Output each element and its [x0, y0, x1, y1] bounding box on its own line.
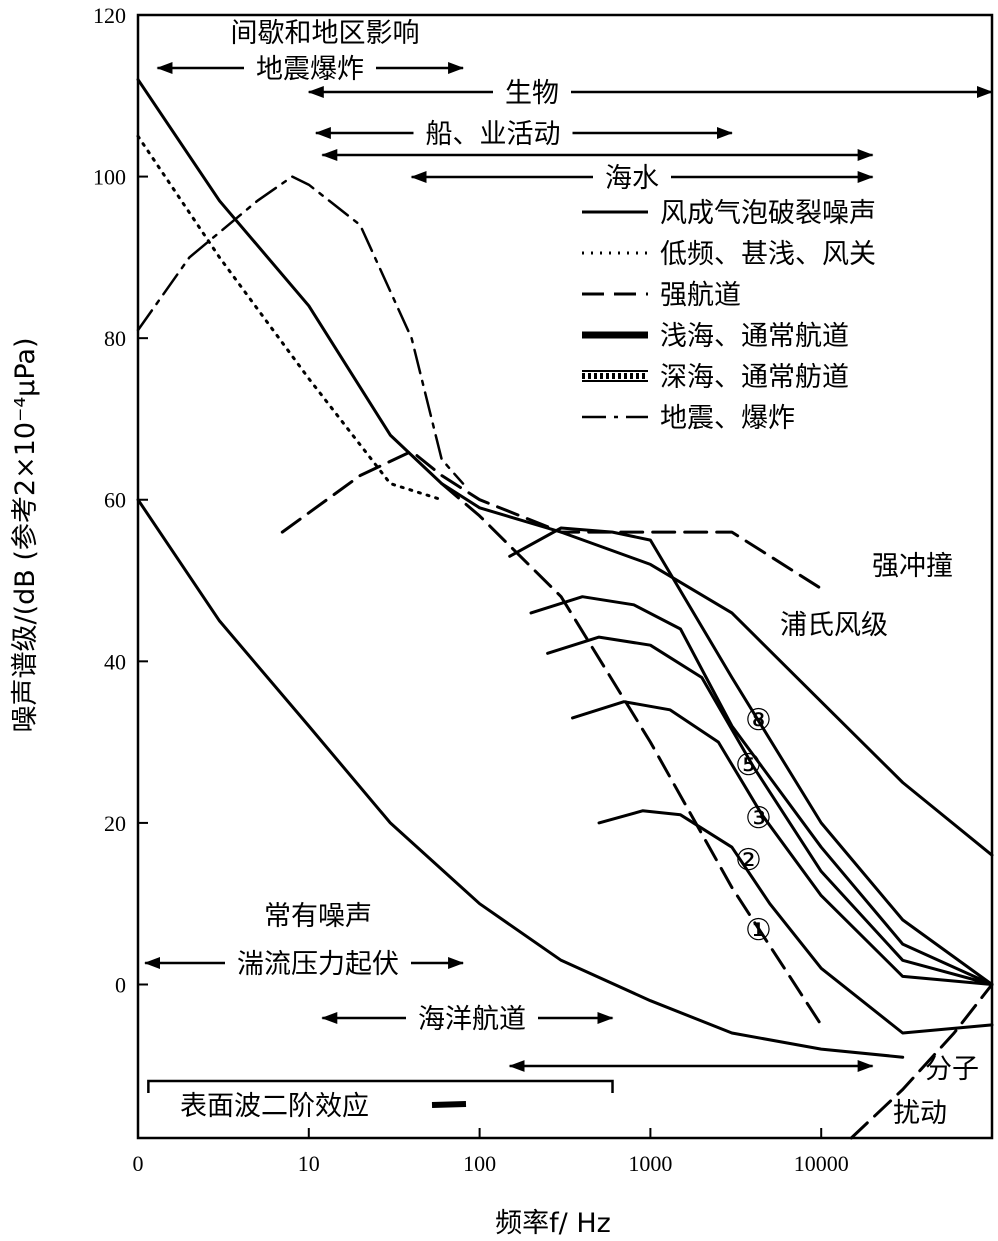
x-tick-label: 10000	[794, 1151, 849, 1176]
annotation: 扰动	[893, 1098, 947, 1129]
legend-entry: 低频、甚浅、风关	[660, 239, 876, 270]
legend-entry: 地震、爆炸	[660, 403, 795, 434]
annotation: ⑧	[745, 703, 772, 738]
plot-frame	[136, 13, 994, 1140]
y-tick-label: 40	[104, 649, 126, 674]
y-tick-label: 60	[104, 488, 126, 513]
range-label: 船、业活动	[426, 119, 561, 150]
x-tick-label: 10	[298, 1151, 320, 1176]
annotation: 浦氏风级	[780, 610, 888, 641]
annotation: 强冲撞	[872, 551, 953, 582]
y-tick-label: 0	[115, 972, 126, 997]
series-line-6	[546, 635, 994, 986]
axis-labels: 频率f/ Hz 噪声谱级/(dB (参考2×10⁻⁴μPa)	[10, 338, 611, 1239]
series-line-10	[136, 134, 444, 502]
series-line-8	[597, 809, 994, 1035]
legend-entry: 深海、通常舫道	[660, 362, 849, 393]
legend-entry: 强航道	[660, 280, 741, 311]
x-tick-label: 100	[463, 1151, 496, 1176]
y-tick-label: 20	[104, 811, 126, 836]
range-label: 海水	[605, 163, 659, 194]
annotation: ①	[745, 913, 772, 948]
legend-entry: 浅海、通常航道	[660, 321, 849, 352]
series-line-11	[440, 482, 823, 1027]
series-line-4	[508, 526, 994, 986]
x-axis-label: 频率f/ Hz	[495, 1208, 611, 1239]
x-tick-label: 1000	[628, 1151, 672, 1176]
y-tick-label: 120	[93, 3, 126, 28]
range-label: 海洋航道	[418, 1004, 526, 1035]
annotation: 分子	[925, 1054, 979, 1085]
series-line-7	[571, 700, 994, 986]
y-axis-label: 噪声谱级/(dB (参考2×10⁻⁴μPa)	[10, 338, 41, 733]
range-label: 生物	[505, 78, 559, 109]
series-group	[136, 78, 994, 1140]
annotation: ③	[745, 801, 772, 836]
x-tick-label: 0	[133, 1151, 144, 1176]
series-line-1	[136, 498, 905, 1059]
series-line-0	[136, 78, 994, 857]
range-label: 常有噪声	[264, 901, 372, 932]
range-label: 表面波二阶效应	[180, 1091, 369, 1122]
plot-area	[136, 13, 994, 1140]
annotation: ②	[735, 843, 762, 878]
y-tick-label: 80	[104, 326, 126, 351]
series-line-5	[529, 595, 994, 986]
series-line-9	[849, 983, 994, 1140]
range-bracket	[147, 1079, 614, 1093]
axis-ticks: 0 20 40 60 80 100 120 0 10 100 1000 10000	[93, 3, 849, 1176]
range-label: 地震爆炸	[256, 54, 364, 85]
series-line-3	[280, 449, 823, 591]
series-line-2	[136, 175, 465, 485]
y-tick-label: 100	[93, 165, 126, 190]
surface-wave-mark	[431, 1101, 467, 1108]
annotation: ⑤	[735, 748, 762, 783]
range-label: 间歇和地区影响	[231, 18, 420, 49]
legend-entry: 风成气泡破裂噪声	[660, 198, 876, 229]
range-label: 湍流压力起伏	[237, 949, 399, 980]
range-annotations: 间歇和地区影响地震爆炸生物船、业活动海水常有噪声湍流压力起伏海洋航道表面波二阶效…	[144, 18, 993, 1122]
